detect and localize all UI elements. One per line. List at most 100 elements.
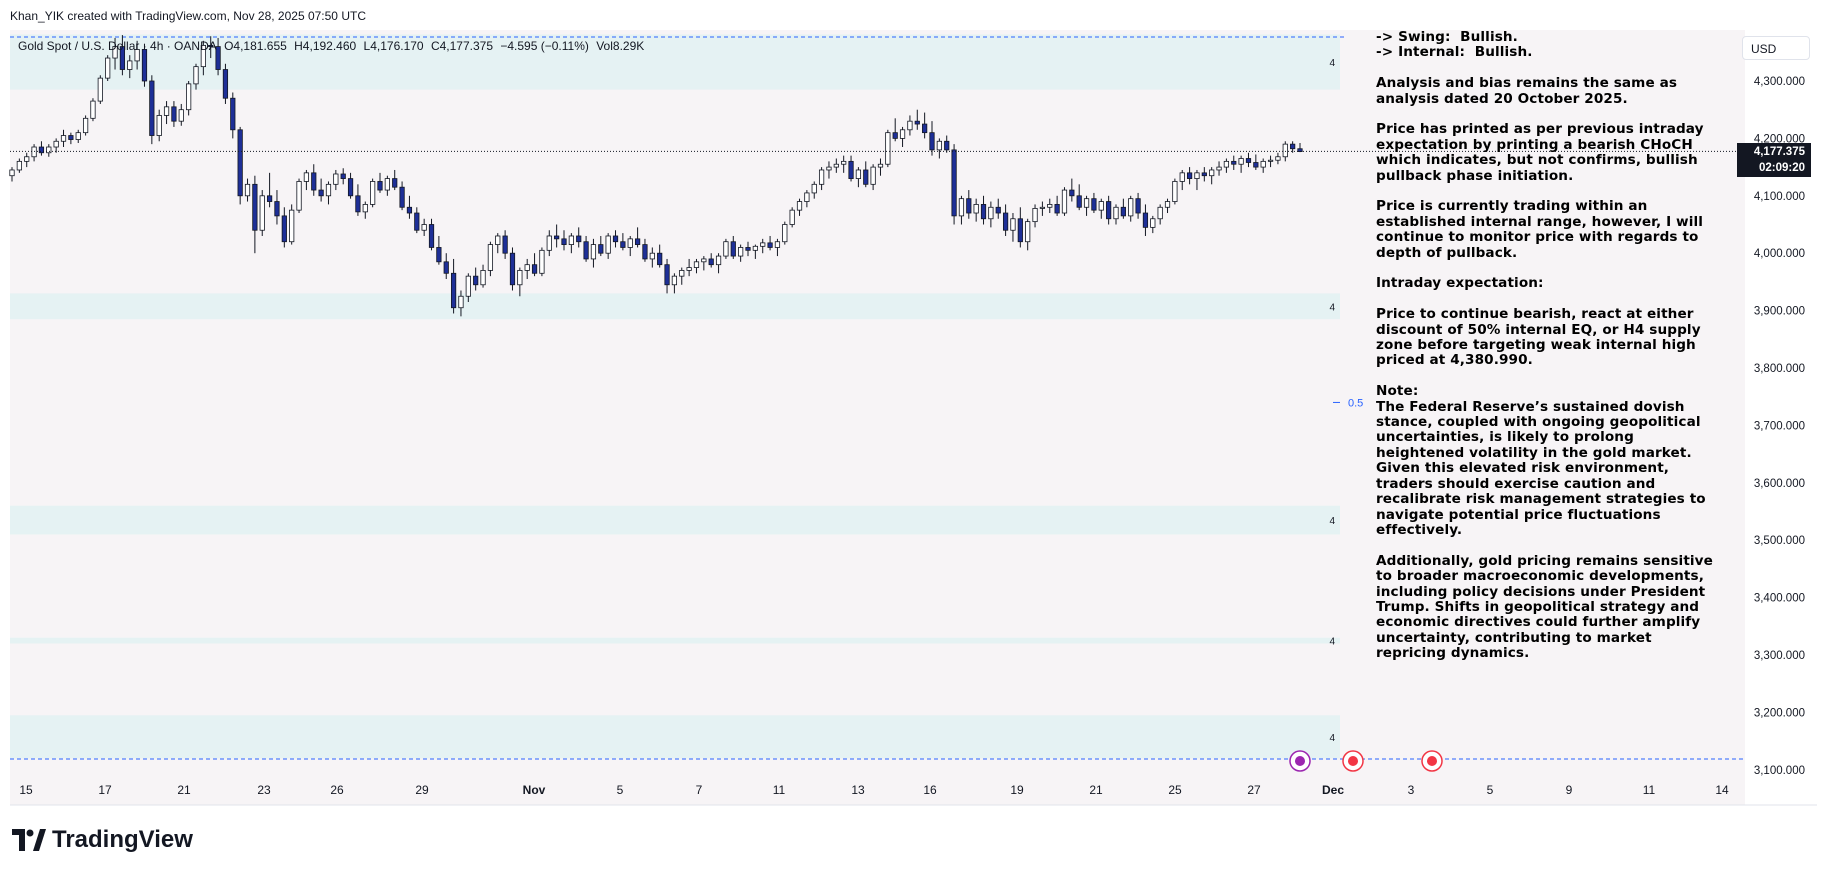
candle-bullish <box>1267 159 1274 162</box>
time-axis[interactable]: 15 17 21 23 26 29 Nov 5 7 11 13 16 19 21 25 27 Dec 3 5 9 11 1… <box>19 783 1729 797</box>
price-axis[interactable]: 4,300.000 4,200.000 4,100.000 4,000.000 3,90… <box>1754 76 1805 777</box>
candle-bearish <box>436 247 442 263</box>
candle-bullish <box>833 163 839 168</box>
symbol-title[interactable]: Gold Spot / U.S. Dollar · 4h · OANDA <box>18 39 217 53</box>
time-tick-label: 29 <box>415 783 429 797</box>
price-tick-label: 4,200.000 <box>1754 133 1805 145</box>
candle-bullish <box>156 115 162 136</box>
candle-bullish <box>105 57 111 79</box>
candle-bullish <box>1010 218 1016 231</box>
candle-bullish <box>1025 221 1031 243</box>
high-value: H4,192.460 <box>294 39 357 53</box>
candle-bullish <box>988 206 994 220</box>
open-value: O4,181.655 <box>224 39 287 53</box>
last-price-tag: 4,177.375 02:09:20 <box>1737 143 1811 177</box>
price-tick-label: 3,400.000 <box>1754 593 1805 605</box>
time-tick-label: 16 <box>923 783 937 797</box>
time-tick-label: 27 <box>1247 783 1261 797</box>
candle-bullish <box>796 201 803 211</box>
candle-bullish <box>46 146 52 154</box>
time-tick-label: 5 <box>617 783 624 797</box>
candle-bullish <box>686 267 692 271</box>
candle-bearish <box>1017 218 1023 243</box>
candle-bullish <box>495 235 501 245</box>
internal-eq-line: 0.5 <box>1333 397 1363 409</box>
candle-bearish <box>1290 143 1296 150</box>
time-tick-label: 21 <box>177 783 191 797</box>
candle-bearish <box>473 275 479 286</box>
candle-bullish <box>97 77 103 102</box>
candle-bullish <box>362 204 368 213</box>
candle-bearish <box>1186 172 1193 179</box>
last-price-value: 4,177.375 <box>1753 146 1805 158</box>
candle-bullish <box>16 160 22 171</box>
candle-bearish <box>561 238 567 245</box>
candle-bullish <box>671 275 678 286</box>
candle-bullish <box>723 241 729 257</box>
time-tick-label: Dec <box>1322 783 1344 797</box>
candle-bullish <box>517 270 523 286</box>
candle-bearish <box>951 149 957 217</box>
candle-bullish <box>90 100 96 119</box>
candle-bearish <box>230 97 236 131</box>
candle-bearish <box>1135 198 1141 214</box>
analysis-note: -> Swing: Bullish. -> Internal: Bullish.… <box>1376 29 1726 677</box>
candle-bearish <box>406 206 413 214</box>
candle-bullish <box>1150 218 1156 228</box>
zone-rect <box>10 505 1340 535</box>
tradingview-logo[interactable]: TradingView <box>12 826 193 854</box>
candle-bullish <box>1194 172 1200 179</box>
candle-bullish <box>1128 198 1134 217</box>
candle-bullish <box>1282 143 1288 158</box>
zone-label: 4 <box>1329 302 1335 313</box>
candle-bearish <box>392 178 398 188</box>
chart-overlays <box>10 150 1745 772</box>
price-tick-label: 3,500.000 <box>1754 535 1805 547</box>
candle-bullish <box>752 245 758 251</box>
candle-bullish <box>333 173 339 185</box>
note-paragraph: Price to continue bearish, react at eith… <box>1376 306 1706 369</box>
candle-bullish <box>289 209 295 243</box>
candle-bullish <box>738 247 744 257</box>
zone-label: 4 <box>1329 58 1335 69</box>
zone-label: 4 <box>1329 516 1335 527</box>
time-tick-label: 15 <box>19 783 33 797</box>
candle-bearish <box>1253 162 1259 168</box>
candle-bearish <box>980 204 987 220</box>
candle-bullish <box>973 204 979 214</box>
candle-bullish <box>1061 189 1068 214</box>
candle-bearish <box>450 272 457 309</box>
time-tick-label: 3 <box>1408 783 1415 797</box>
note-paragraph: Price is currently trading within an est… <box>1376 198 1708 261</box>
candle-bullish <box>1164 201 1171 208</box>
candle-bearish <box>922 123 928 134</box>
candle-bullish <box>936 140 942 151</box>
candle-bearish <box>222 69 229 99</box>
candle-bearish <box>38 146 45 154</box>
candle-bearish <box>583 241 589 260</box>
candle-bullish <box>1113 206 1119 220</box>
candle-bullish <box>200 45 206 68</box>
candle-bullish <box>907 120 913 131</box>
candlesticks <box>9 35 1303 317</box>
time-tick-label: 5 <box>1487 783 1494 797</box>
candle-bearish <box>428 224 435 248</box>
candle-bullish <box>325 183 332 197</box>
tradingview-logo-icon <box>12 829 46 851</box>
candle-bullish <box>193 66 199 85</box>
candle-bearish <box>502 235 508 254</box>
time-tick-label: 14 <box>1715 783 1729 797</box>
price-tick-label: 3,300.000 <box>1754 650 1805 662</box>
note-paragraph: Additionally, gold pricing remains sensi… <box>1376 552 1718 662</box>
candle-bearish <box>634 238 641 245</box>
note-paragraph: Intraday expectation: <box>1376 275 1544 292</box>
note-paragraph: Price has printed as per previous intrad… <box>1376 121 1709 184</box>
candle-bearish <box>149 80 155 136</box>
candle-bearish <box>119 46 126 70</box>
candle-bearish <box>237 129 243 197</box>
currency-button[interactable]: USD <box>1742 36 1810 60</box>
candle-bullish <box>163 106 170 116</box>
price-tick-label: 3,800.000 <box>1754 363 1805 375</box>
time-tick-label: 7 <box>696 783 703 797</box>
